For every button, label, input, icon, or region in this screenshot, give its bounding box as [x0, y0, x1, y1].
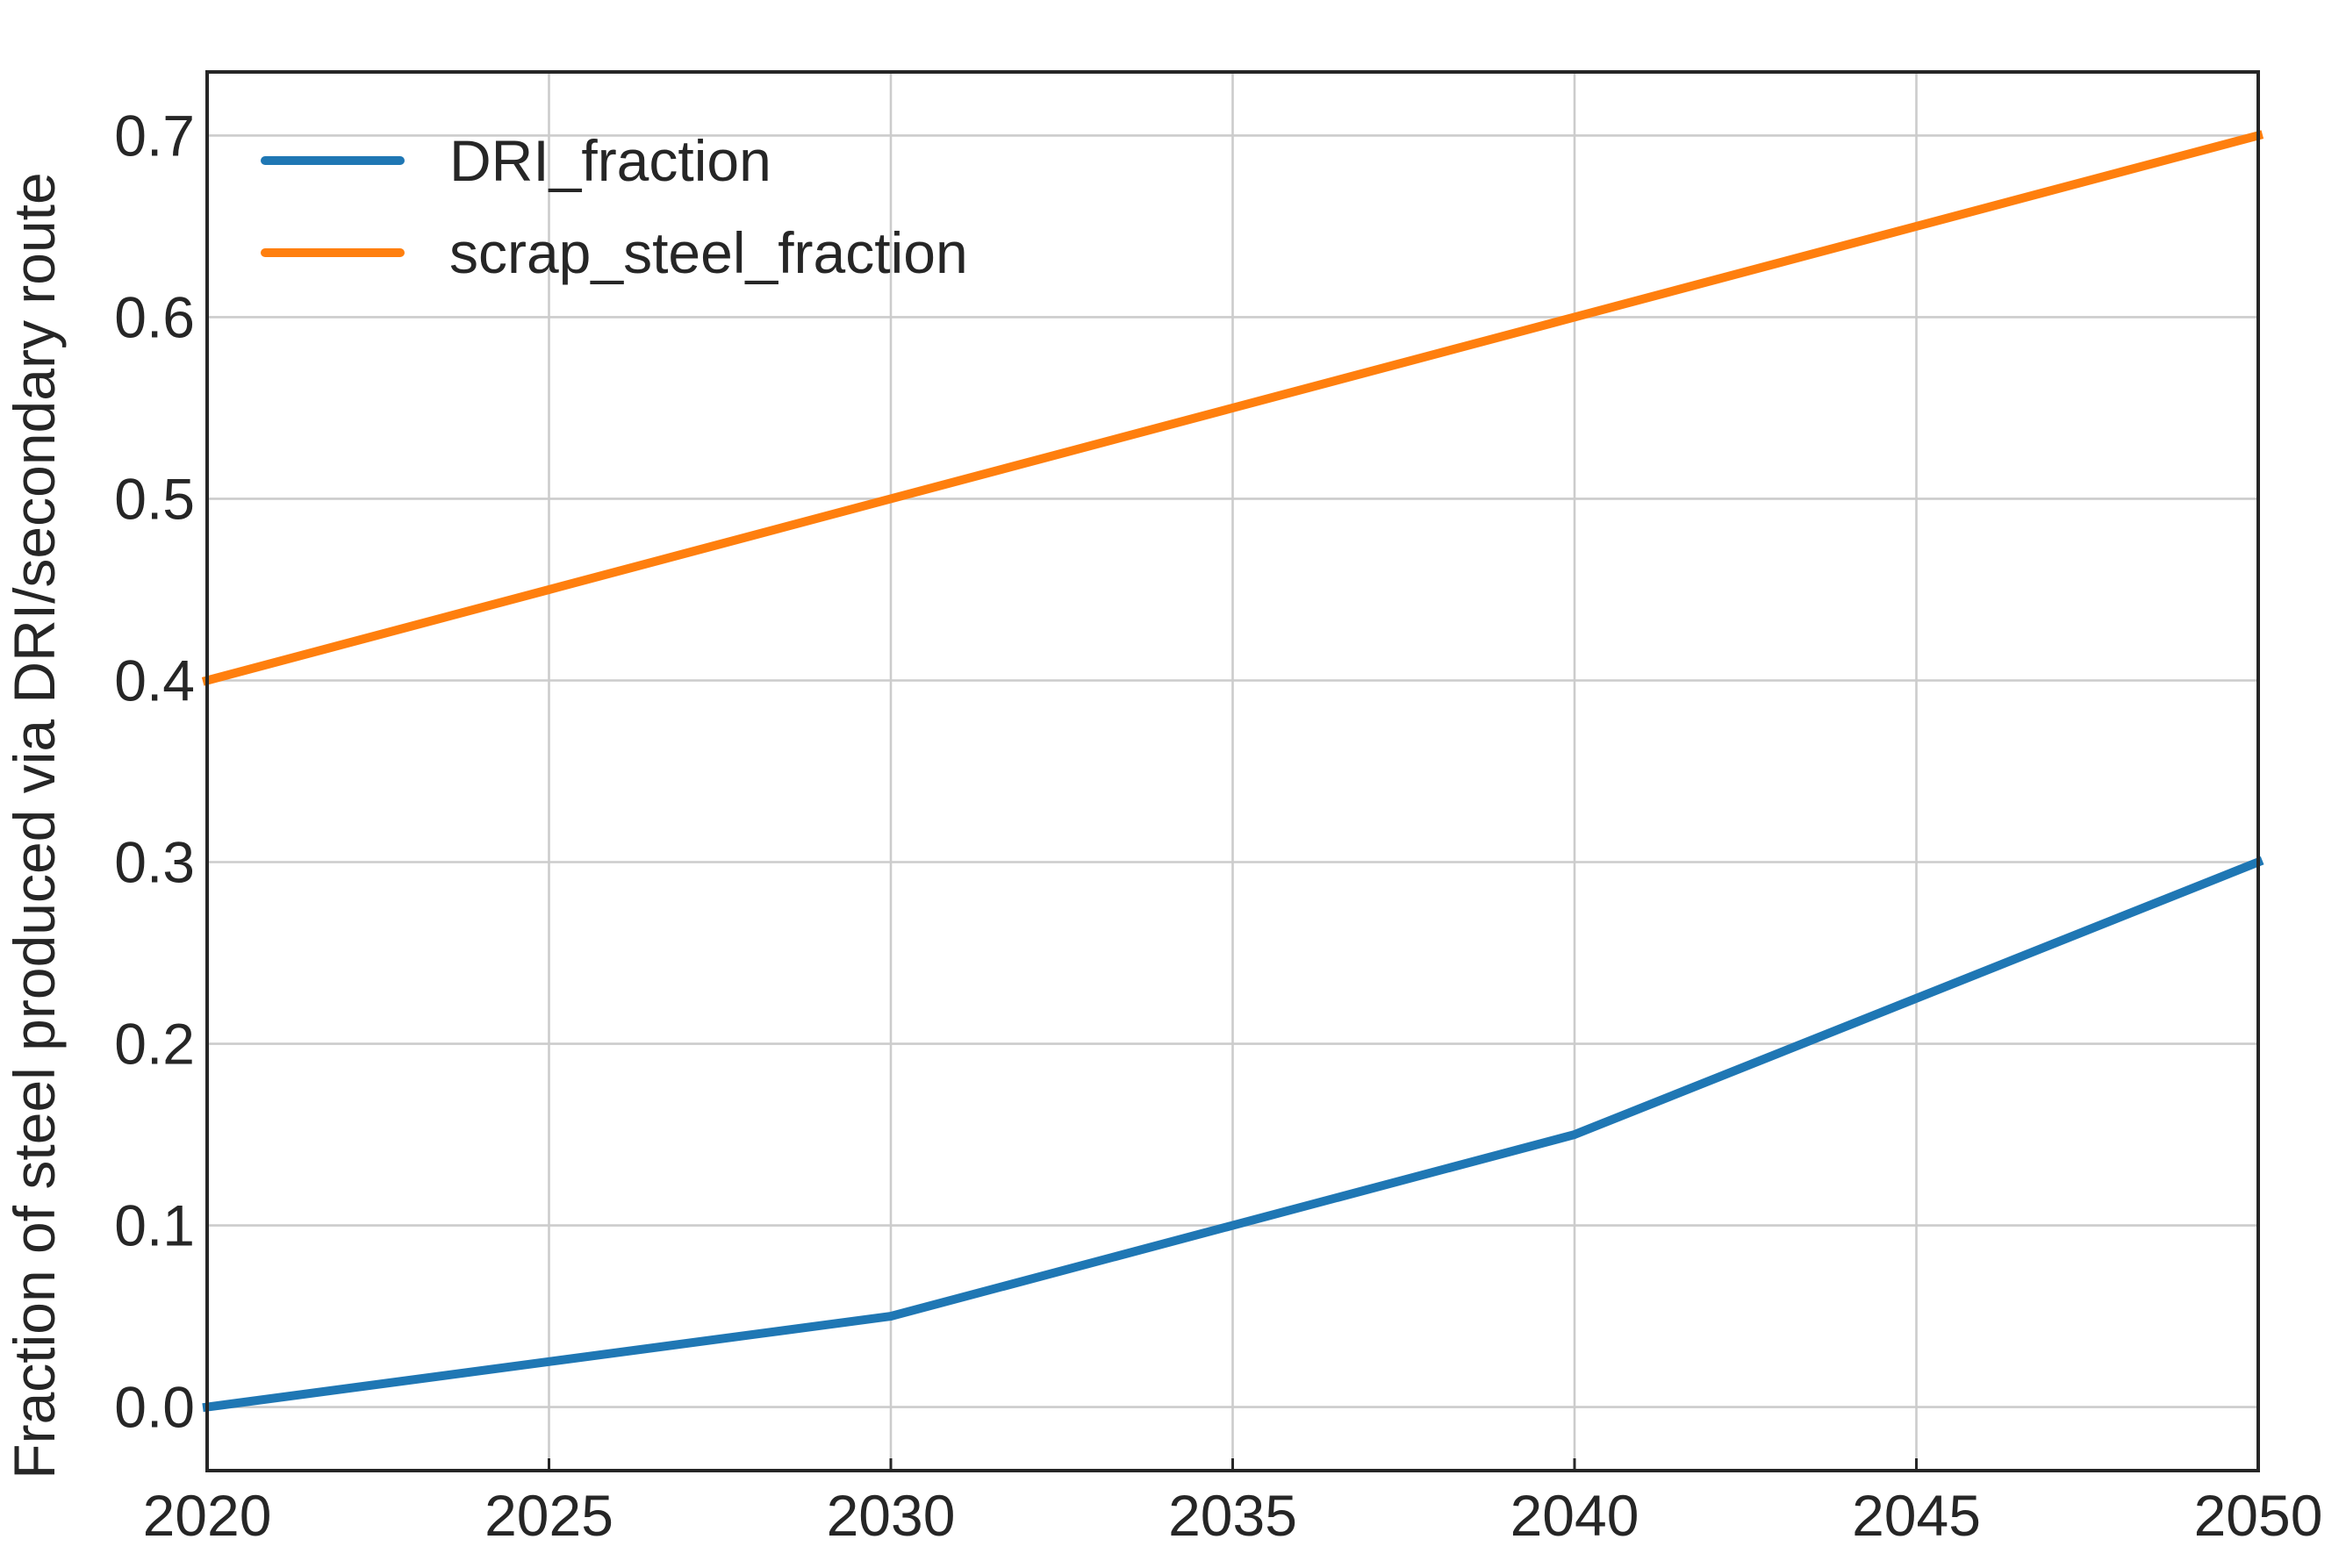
legend-label: scrap_steel_fraction	[449, 220, 968, 285]
y-tick-label: 0.1	[114, 1193, 195, 1258]
grid-lines	[205, 72, 2260, 1471]
legend: DRI_fraction scrap_steel_fraction	[261, 128, 968, 285]
y-tick-label: 0.3	[114, 830, 195, 895]
y-axis-label: Fraction of steel produced via DRI/secon…	[2, 172, 67, 1479]
y-tick-label: 0.6	[114, 284, 195, 349]
x-tick-label: 2045	[1852, 1483, 1981, 1548]
axis-ticks	[205, 1458, 2260, 1471]
x-tick-label: 2050	[2194, 1483, 2323, 1548]
legend-label: DRI_fraction	[449, 128, 771, 193]
y-tick-label: 0.7	[114, 103, 195, 168]
x-tick-labels: 2020 2025 2030 2035 2040 2045 2050	[143, 1483, 2323, 1548]
y-tick-label: 0.0	[114, 1375, 195, 1440]
x-tick-label: 2020	[143, 1483, 272, 1548]
y-tick-label: 0.4	[114, 648, 195, 712]
y-tick-label: 0.5	[114, 466, 195, 531]
y-tick-label: 0.2	[114, 1012, 195, 1077]
legend-item-DRI-fraction: DRI_fraction	[261, 128, 771, 193]
series-lines	[201, 130, 2264, 1413]
legend-item-scrap-steel-fraction: scrap_steel_fraction	[261, 220, 968, 285]
x-tick-label: 2025	[484, 1483, 613, 1548]
x-tick-label: 2040	[1510, 1483, 1639, 1548]
x-tick-label: 2030	[827, 1483, 956, 1548]
series-line-DRI-fraction	[202, 856, 2264, 1413]
x-tick-label: 2035	[1168, 1483, 1297, 1548]
y-tick-labels: 0.0 0.1 0.2 0.3 0.4 0.5 0.6 0.7	[114, 103, 195, 1439]
series-line-scrap-steel-fraction	[201, 130, 2264, 686]
